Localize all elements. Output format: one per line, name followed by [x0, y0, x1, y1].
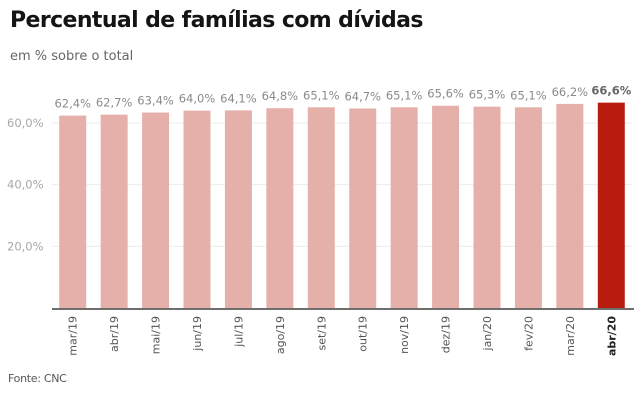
bar — [266, 108, 294, 308]
bar — [432, 105, 460, 308]
bar — [142, 112, 170, 309]
chart-subtitle: em % sobre o total — [10, 49, 134, 64]
bar — [59, 115, 87, 308]
value-label: 63,4% — [137, 94, 174, 108]
value-label: 64,7% — [344, 90, 381, 104]
x-axis-labels: mar/19 abr/19 mai/19 jun/19 jul/19 ago/19 set/… — [67, 316, 619, 356]
y-tick-label: 20,0% — [7, 239, 44, 253]
x-tick-label: mai/19 — [150, 316, 163, 354]
bar — [183, 110, 211, 309]
value-label: 65,1% — [303, 88, 340, 102]
bar — [100, 114, 128, 308]
gridlines — [52, 122, 632, 247]
value-label: 66,2% — [552, 85, 589, 99]
y-tick-label: 60,0% — [7, 116, 44, 130]
value-label: 65,3% — [469, 88, 506, 102]
bar — [514, 107, 542, 309]
value-labels: 62,4% 62,7% 63,4% 64,0% 64,1% 64,8% 65,1% 64,7%… — [54, 84, 631, 111]
x-tick-label: jun/19 — [191, 316, 204, 352]
value-label: 65,1% — [510, 88, 547, 102]
value-label: 65,6% — [427, 87, 464, 101]
x-tick-label: jan/20 — [481, 316, 494, 351]
bars — [59, 102, 625, 309]
x-tick-label: out/19 — [357, 316, 370, 352]
bar — [473, 106, 501, 309]
x-tick-label: jul/19 — [232, 316, 245, 348]
chart-title: Percentual de famílias com dívidas — [10, 8, 423, 33]
bar — [390, 107, 418, 309]
x-tick-label: set/19 — [315, 316, 328, 351]
x-tick-label: dez/19 — [440, 316, 453, 353]
value-label: 65,1% — [386, 88, 423, 102]
value-label: 62,7% — [96, 96, 133, 110]
source-note: Fonte: CNC — [8, 372, 67, 385]
x-tick-label: mar/20 — [564, 316, 577, 356]
value-label: 64,0% — [179, 92, 216, 106]
bar-highlight — [597, 102, 625, 309]
x-tick-label: mar/19 — [67, 316, 80, 356]
value-label: 64,8% — [262, 89, 299, 103]
bar — [556, 103, 584, 308]
x-tick-label: abr/19 — [108, 316, 121, 352]
value-label: 64,1% — [220, 91, 257, 105]
x-tick-label: abr/20 — [605, 316, 618, 356]
x-tick-label: fev/20 — [522, 316, 535, 351]
bar — [307, 107, 335, 309]
value-label: 66,6% — [591, 84, 631, 98]
x-tick-label: nov/19 — [398, 316, 411, 354]
y-axis-ticks: 20,0% 40,0% 60,0% — [7, 116, 44, 253]
bar — [224, 110, 252, 308]
y-tick-label: 40,0% — [7, 178, 44, 192]
value-label: 62,4% — [54, 97, 91, 111]
bar — [349, 108, 377, 308]
x-tick-label: ago/19 — [274, 316, 287, 354]
